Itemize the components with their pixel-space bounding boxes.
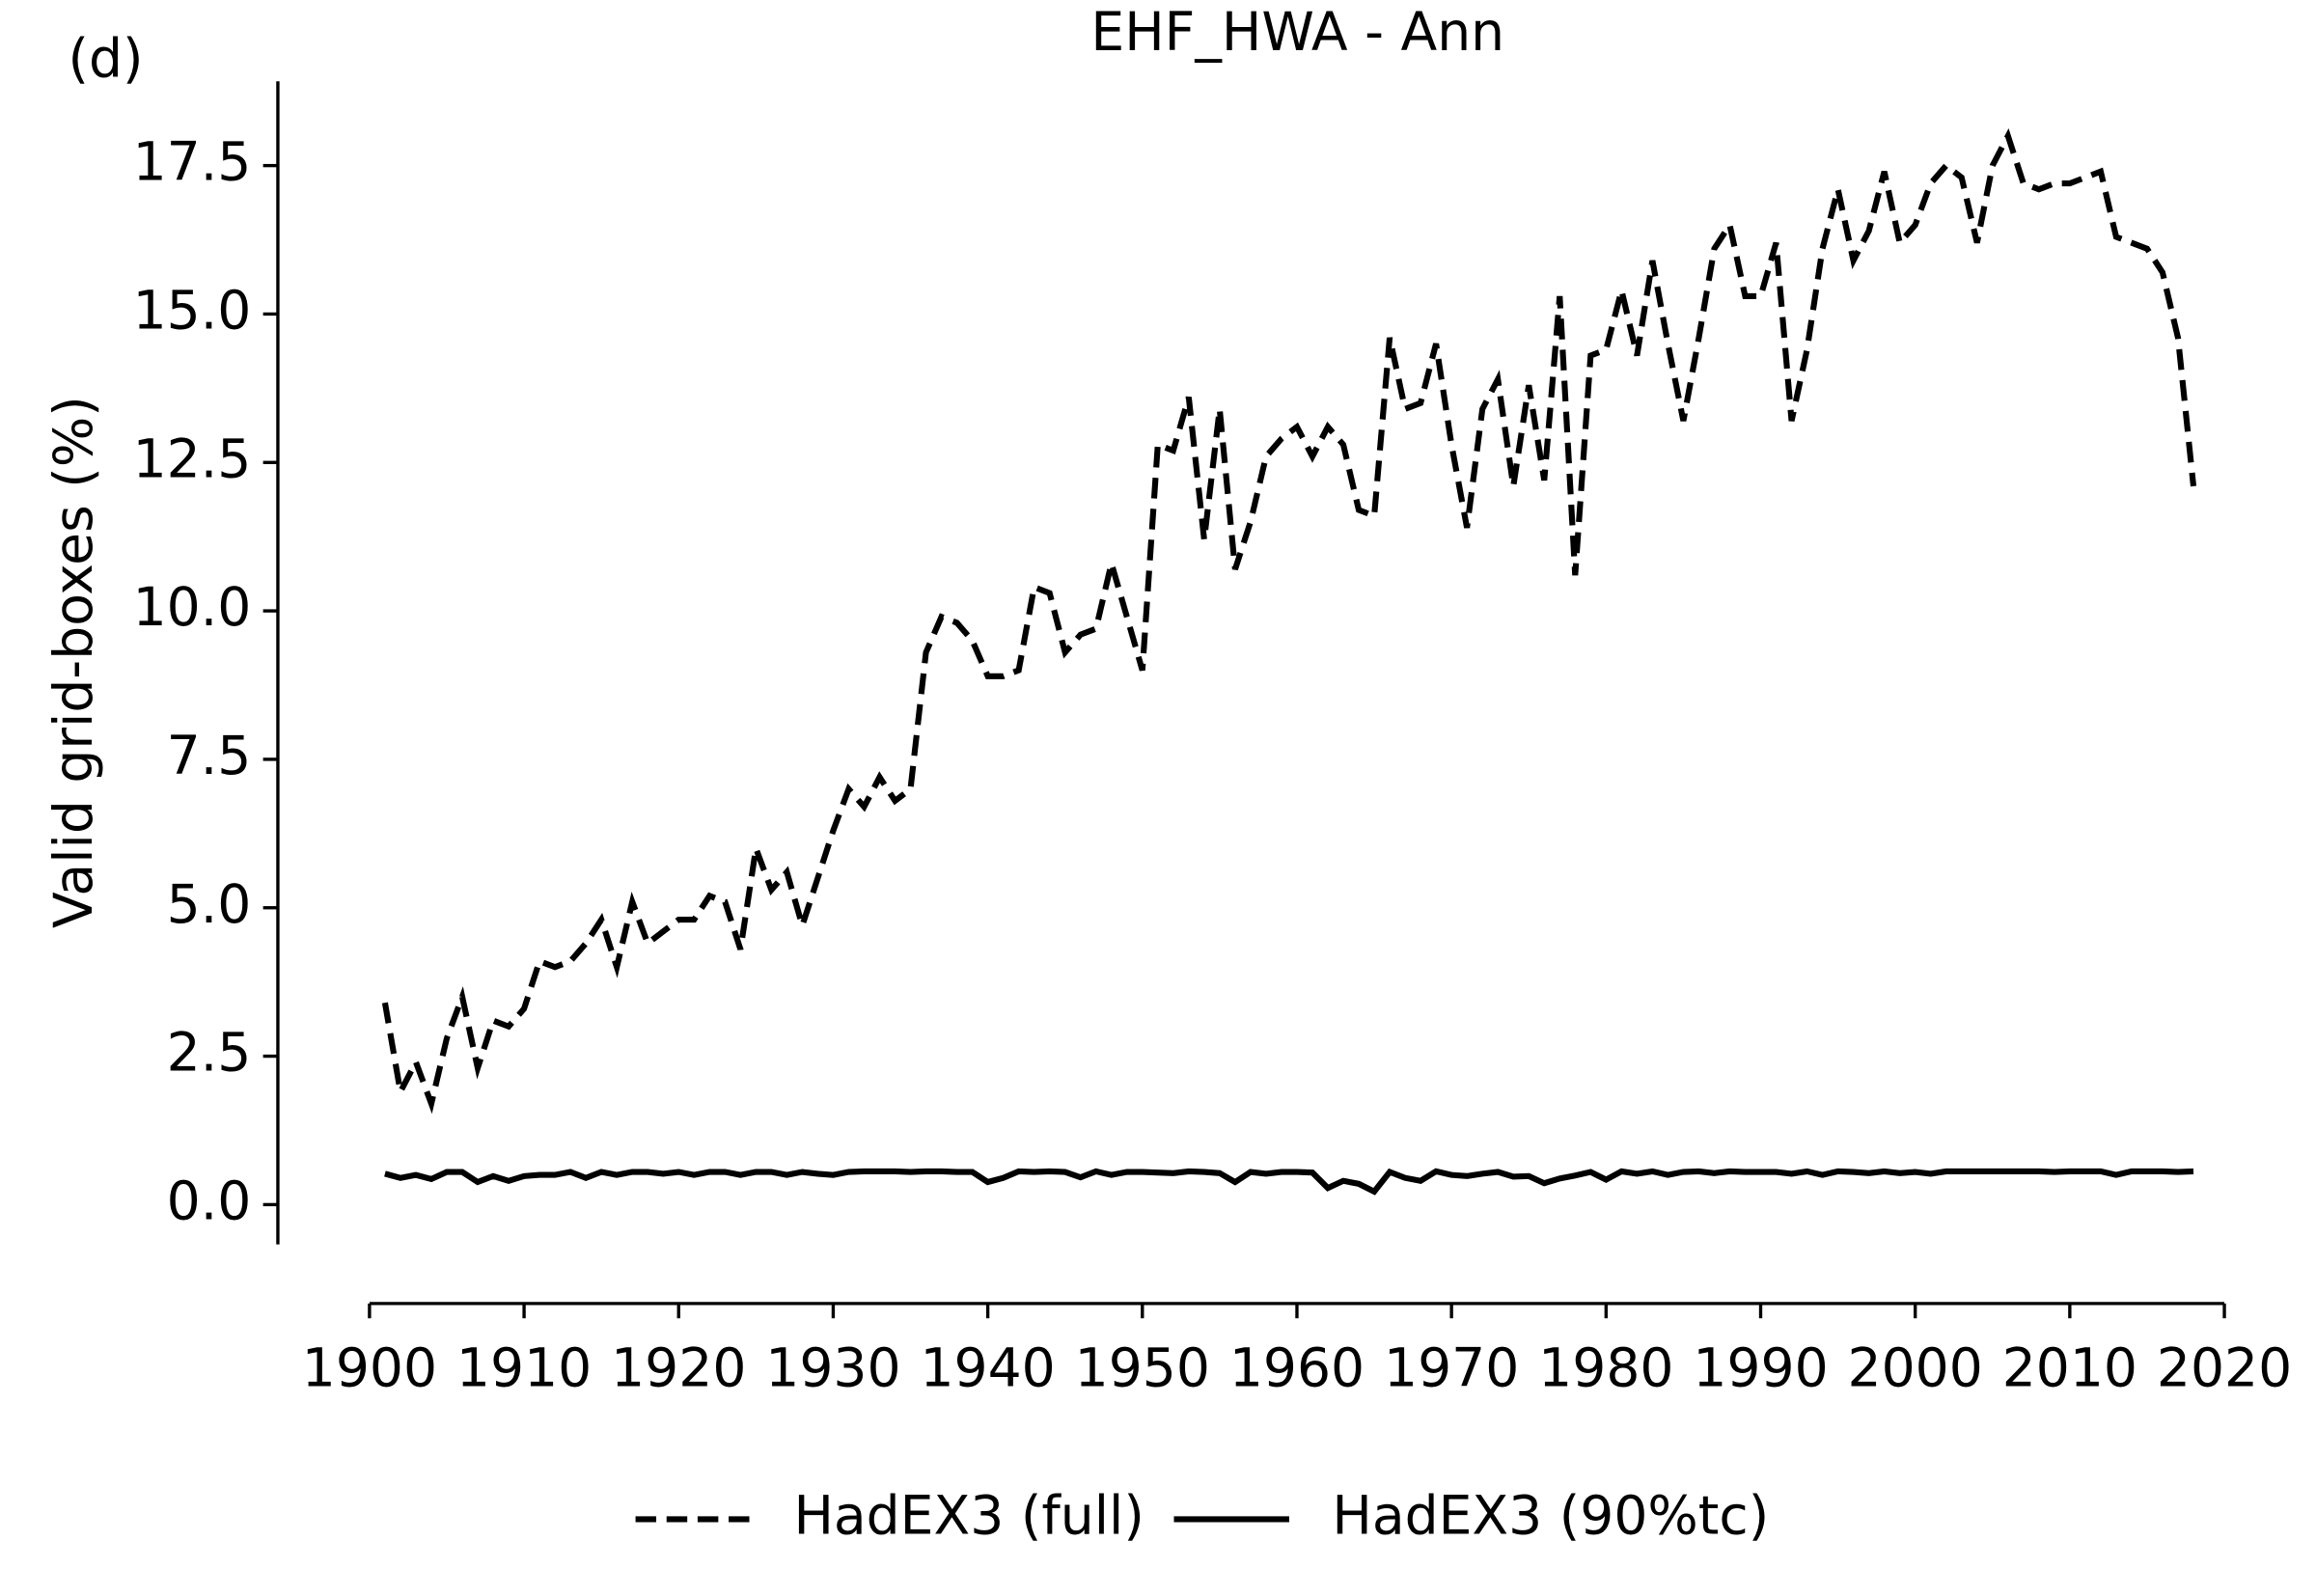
y-tick-label: 15.0	[133, 281, 252, 343]
y-axis-label: Valid grid-boxes (%)	[43, 396, 105, 928]
x-tick-label: 1970	[1384, 1337, 1519, 1399]
y-tick-label: 17.5	[133, 132, 252, 194]
y-tick-label: 12.5	[133, 428, 252, 490]
y-tick-label: 0.0	[167, 1171, 252, 1233]
y-tick-label: 10.0	[133, 577, 252, 639]
panel-label: (d)	[68, 28, 143, 90]
legend-label: HadEX3 (full)	[793, 1486, 1144, 1548]
x-tick-label: 1940	[920, 1337, 1055, 1399]
series-line	[381, 127, 2197, 1114]
x-tick-label: 1950	[1075, 1337, 1210, 1399]
y-tick-label: 2.5	[167, 1023, 252, 1085]
y-tick-label: 5.0	[167, 874, 252, 936]
chart-title: EHF_HWA - Ann	[1090, 2, 1504, 64]
x-tick-label: 1980	[1538, 1337, 1673, 1399]
y-tick-label: 7.5	[167, 726, 252, 787]
x-tick-label: 2010	[2002, 1337, 2137, 1399]
legend-label: HadEX3 (90%tc)	[1332, 1486, 1769, 1548]
x-tick-label: 1900	[302, 1337, 437, 1399]
x-tick-label: 1960	[1229, 1337, 1365, 1399]
x-tick-label: 2000	[1848, 1337, 1983, 1399]
x-tick-label: 1930	[765, 1337, 900, 1399]
series-line	[384, 1168, 2194, 1196]
x-tick-label: 1910	[456, 1337, 592, 1399]
x-tick-label: 2020	[2157, 1337, 2292, 1399]
x-tick-label: 1990	[1693, 1337, 1828, 1399]
x-tick-label: 1920	[611, 1337, 746, 1399]
